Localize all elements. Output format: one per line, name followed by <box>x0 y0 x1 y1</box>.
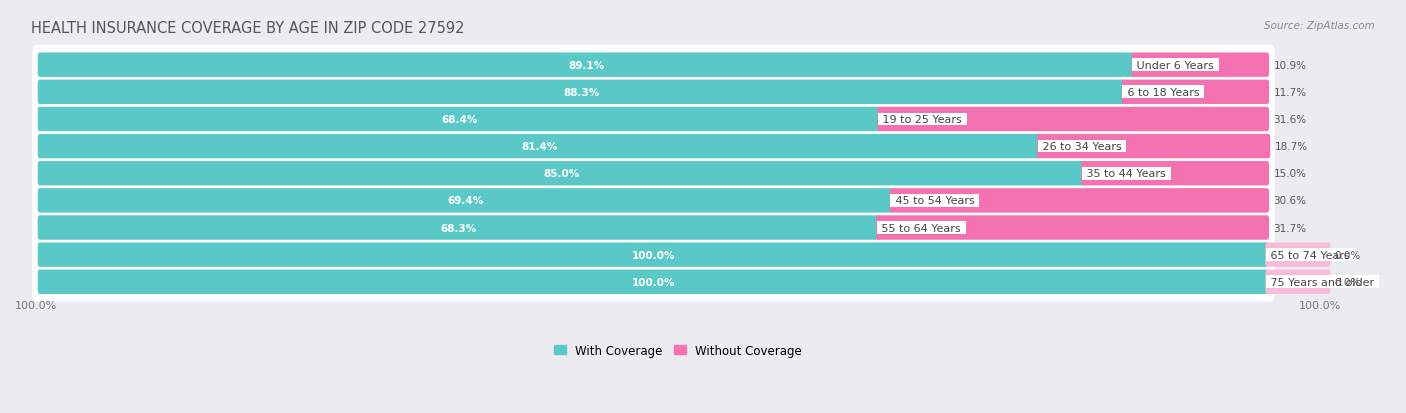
FancyBboxPatch shape <box>1081 161 1270 186</box>
FancyBboxPatch shape <box>32 262 1275 302</box>
Text: 0.0%: 0.0% <box>1334 277 1361 287</box>
Text: 30.6%: 30.6% <box>1274 196 1306 206</box>
FancyBboxPatch shape <box>1038 135 1270 159</box>
Text: 100.0%: 100.0% <box>631 250 675 260</box>
FancyBboxPatch shape <box>890 189 1270 213</box>
Legend: With Coverage, Without Coverage: With Coverage, Without Coverage <box>548 339 807 362</box>
FancyBboxPatch shape <box>32 73 1275 112</box>
Text: 6 to 18 Years: 6 to 18 Years <box>1123 88 1202 97</box>
FancyBboxPatch shape <box>32 181 1275 221</box>
Text: 45 to 54 Years: 45 to 54 Years <box>891 196 977 206</box>
Text: 11.7%: 11.7% <box>1274 88 1306 97</box>
FancyBboxPatch shape <box>32 100 1275 140</box>
FancyBboxPatch shape <box>38 189 893 213</box>
Text: 15.0%: 15.0% <box>1274 169 1306 179</box>
Text: Source: ZipAtlas.com: Source: ZipAtlas.com <box>1264 21 1375 31</box>
FancyBboxPatch shape <box>1122 81 1270 105</box>
FancyBboxPatch shape <box>38 107 882 132</box>
Text: 81.4%: 81.4% <box>522 142 557 152</box>
FancyBboxPatch shape <box>32 127 1275 166</box>
Text: 18.7%: 18.7% <box>1275 142 1308 152</box>
FancyBboxPatch shape <box>38 135 1040 159</box>
FancyBboxPatch shape <box>38 216 880 240</box>
Text: 10.9%: 10.9% <box>1274 61 1306 71</box>
Text: HEALTH INSURANCE COVERAGE BY AGE IN ZIP CODE 27592: HEALTH INSURANCE COVERAGE BY AGE IN ZIP … <box>31 21 464 36</box>
Text: 26 to 34 Years: 26 to 34 Years <box>1039 142 1125 152</box>
Text: 31.6%: 31.6% <box>1274 115 1306 125</box>
FancyBboxPatch shape <box>32 208 1275 248</box>
FancyBboxPatch shape <box>32 46 1275 85</box>
Text: 0.0%: 0.0% <box>1334 250 1361 260</box>
Text: 88.3%: 88.3% <box>564 88 600 97</box>
FancyBboxPatch shape <box>38 270 1270 294</box>
Text: 19 to 25 Years: 19 to 25 Years <box>879 115 966 125</box>
FancyBboxPatch shape <box>876 216 1270 240</box>
FancyBboxPatch shape <box>38 243 1270 267</box>
FancyBboxPatch shape <box>1265 270 1330 294</box>
Text: 75 Years and older: 75 Years and older <box>1267 277 1378 287</box>
FancyBboxPatch shape <box>38 161 1085 186</box>
FancyBboxPatch shape <box>1132 53 1270 78</box>
Text: 68.3%: 68.3% <box>440 223 477 233</box>
Text: 100.0%: 100.0% <box>15 300 58 310</box>
FancyBboxPatch shape <box>32 154 1275 194</box>
FancyBboxPatch shape <box>38 81 1125 105</box>
Text: 65 to 74 Years: 65 to 74 Years <box>1267 250 1354 260</box>
Text: 69.4%: 69.4% <box>447 196 484 206</box>
Text: 55 to 64 Years: 55 to 64 Years <box>879 223 965 233</box>
Text: 68.4%: 68.4% <box>441 115 478 125</box>
Text: Under 6 Years: Under 6 Years <box>1133 61 1218 71</box>
Text: 89.1%: 89.1% <box>568 61 605 71</box>
FancyBboxPatch shape <box>1265 243 1330 267</box>
Text: 35 to 44 Years: 35 to 44 Years <box>1083 169 1170 179</box>
FancyBboxPatch shape <box>877 107 1270 132</box>
Text: 85.0%: 85.0% <box>543 169 579 179</box>
FancyBboxPatch shape <box>32 235 1275 275</box>
Text: 100.0%: 100.0% <box>631 277 675 287</box>
FancyBboxPatch shape <box>38 53 1135 78</box>
Text: 31.7%: 31.7% <box>1274 223 1306 233</box>
Text: 100.0%: 100.0% <box>1299 300 1341 310</box>
